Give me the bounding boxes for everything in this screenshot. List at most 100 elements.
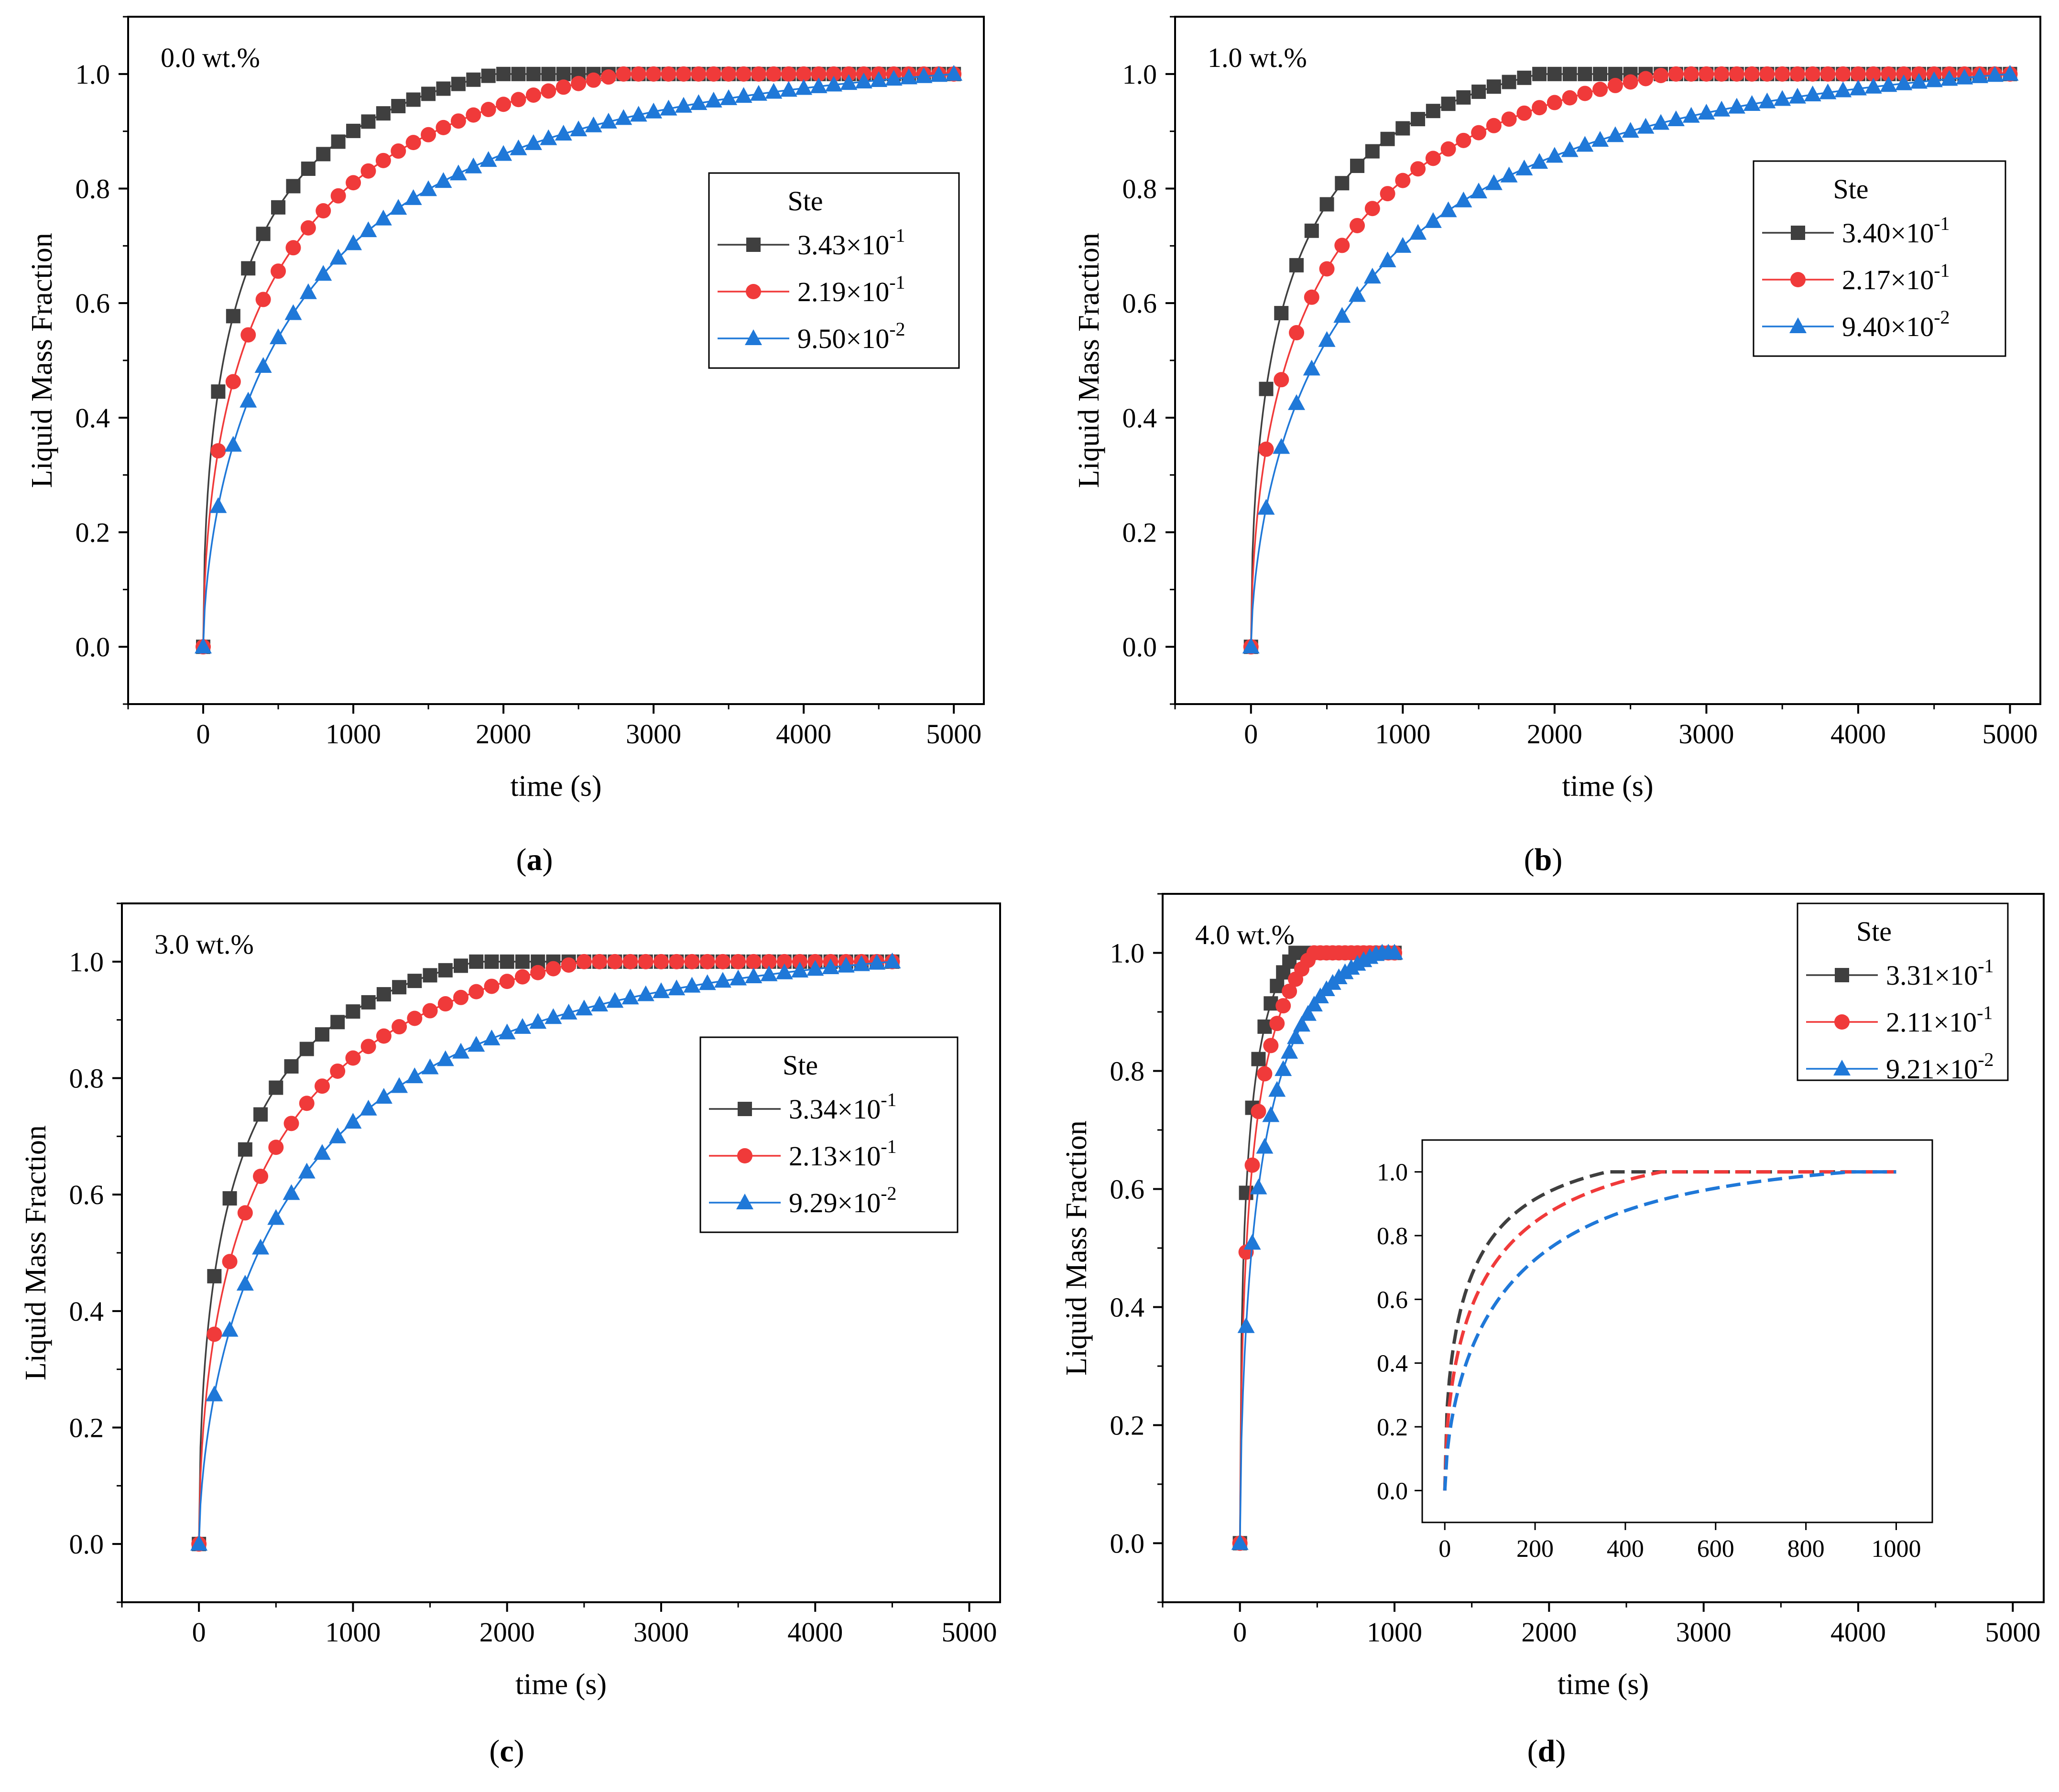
panel-label-close: ) xyxy=(1555,1734,1566,1769)
data-point xyxy=(900,68,917,85)
data-point xyxy=(1652,114,1670,130)
data-point xyxy=(1456,90,1471,105)
legend-exponent: -2 xyxy=(1978,1049,1994,1070)
panel-label: (a) xyxy=(516,842,553,877)
data-point xyxy=(1471,125,1487,141)
data-point xyxy=(1864,77,1882,94)
legend-marker xyxy=(737,1148,752,1163)
legend-times: ×10 xyxy=(838,1140,881,1172)
data-point xyxy=(855,72,872,88)
data-point xyxy=(631,66,646,82)
data-point xyxy=(270,328,287,345)
data-point xyxy=(1744,66,1760,82)
data-point xyxy=(313,1144,331,1160)
data-point xyxy=(284,1059,299,1074)
data-point xyxy=(316,147,331,162)
legend-entry: 9.40×10-2 xyxy=(1842,306,1950,342)
inset-x-tick-label: 400 xyxy=(1607,1535,1644,1563)
x-tick-label: 3000 xyxy=(1678,718,1734,749)
data-point xyxy=(1350,158,1365,173)
data-point xyxy=(1758,92,1776,109)
series-line xyxy=(1239,952,1394,1543)
data-point xyxy=(826,66,841,82)
data-point xyxy=(1502,75,1516,89)
data-point xyxy=(1274,306,1289,321)
data-point xyxy=(766,66,782,82)
data-point xyxy=(1517,70,1532,85)
legend-marker xyxy=(1834,1014,1850,1030)
data-point xyxy=(1850,66,1866,82)
data-point xyxy=(436,119,451,135)
series-line xyxy=(1239,952,1394,1543)
y-tick-label: 0.8 xyxy=(1110,1056,1145,1087)
data-point xyxy=(1231,1534,1249,1550)
data-point xyxy=(1304,289,1319,305)
data-point xyxy=(1849,79,1867,96)
data-point xyxy=(661,66,676,82)
data-point xyxy=(810,77,828,93)
data-point xyxy=(1547,66,1562,81)
panel-c: 0 1000 2000 3000 4000 5000 0.0 0.2 0.4 0.6 0.8 1.0 t… xyxy=(20,902,1001,1769)
legend-times: ×10 xyxy=(846,276,890,307)
data-point xyxy=(224,435,242,452)
y-tick-label: 0.0 xyxy=(69,1529,104,1560)
data-point xyxy=(1562,66,1577,81)
legend-exponent: -2 xyxy=(889,318,905,340)
data-point xyxy=(765,83,783,99)
data-point xyxy=(1606,126,1624,142)
x-tick-label: 4000 xyxy=(1830,718,1886,749)
data-point xyxy=(622,954,638,969)
data-point xyxy=(314,1078,330,1094)
data-point xyxy=(329,1127,347,1143)
panel-a: 0 1000 2000 3000 4000 5000 0.0 0.2 0.4 0.6 0.8 1.0 t… xyxy=(26,16,985,877)
legend-mantissa: 2.17 xyxy=(1842,264,1891,295)
data-point xyxy=(1243,1234,1261,1250)
legend-exponent: -1 xyxy=(881,1136,896,1157)
data-point xyxy=(1577,86,1593,101)
data-point xyxy=(1319,197,1334,212)
data-point xyxy=(1293,1016,1310,1032)
data-point xyxy=(271,200,286,215)
data-point xyxy=(806,960,824,976)
legend-times: ×10 xyxy=(838,1094,881,1125)
data-point xyxy=(1395,173,1411,188)
data-point xyxy=(465,157,482,174)
data-point xyxy=(1501,111,1517,127)
data-point xyxy=(513,1018,531,1034)
x-tick-label: 0 xyxy=(1233,1617,1247,1648)
data-point xyxy=(1788,87,1806,104)
data-point xyxy=(1546,147,1563,163)
data-point xyxy=(1683,66,1699,82)
data-point xyxy=(675,97,692,113)
data-point xyxy=(1531,153,1548,169)
data-point xyxy=(515,954,530,969)
data-point xyxy=(575,999,593,1016)
data-point xyxy=(1244,1157,1260,1173)
data-point xyxy=(669,954,685,969)
data-point xyxy=(1333,307,1351,323)
data-point xyxy=(915,67,933,83)
data-point xyxy=(514,969,530,985)
data-point xyxy=(480,101,496,117)
data-point xyxy=(684,954,700,969)
data-point xyxy=(436,81,451,96)
data-point xyxy=(675,66,691,82)
data-point xyxy=(780,81,797,97)
data-point xyxy=(1880,76,1897,92)
data-point xyxy=(299,1096,315,1111)
legend-entry: 2.19×10-1 xyxy=(797,272,905,307)
legend-times: ×10 xyxy=(846,229,890,261)
data-point xyxy=(1956,68,1973,85)
legend-entry: 3.40×10-1 xyxy=(1842,213,1950,249)
data-point xyxy=(481,68,496,83)
data-point xyxy=(449,164,467,181)
data-point xyxy=(735,87,752,103)
legend-times: ×10 xyxy=(1935,960,1978,991)
data-point xyxy=(1485,174,1503,190)
data-point xyxy=(730,969,747,986)
data-point xyxy=(1299,1005,1317,1021)
inset-x-tick-label: 600 xyxy=(1697,1535,1734,1563)
data-point xyxy=(271,263,286,279)
data-point xyxy=(299,283,317,299)
data-point xyxy=(346,175,361,191)
